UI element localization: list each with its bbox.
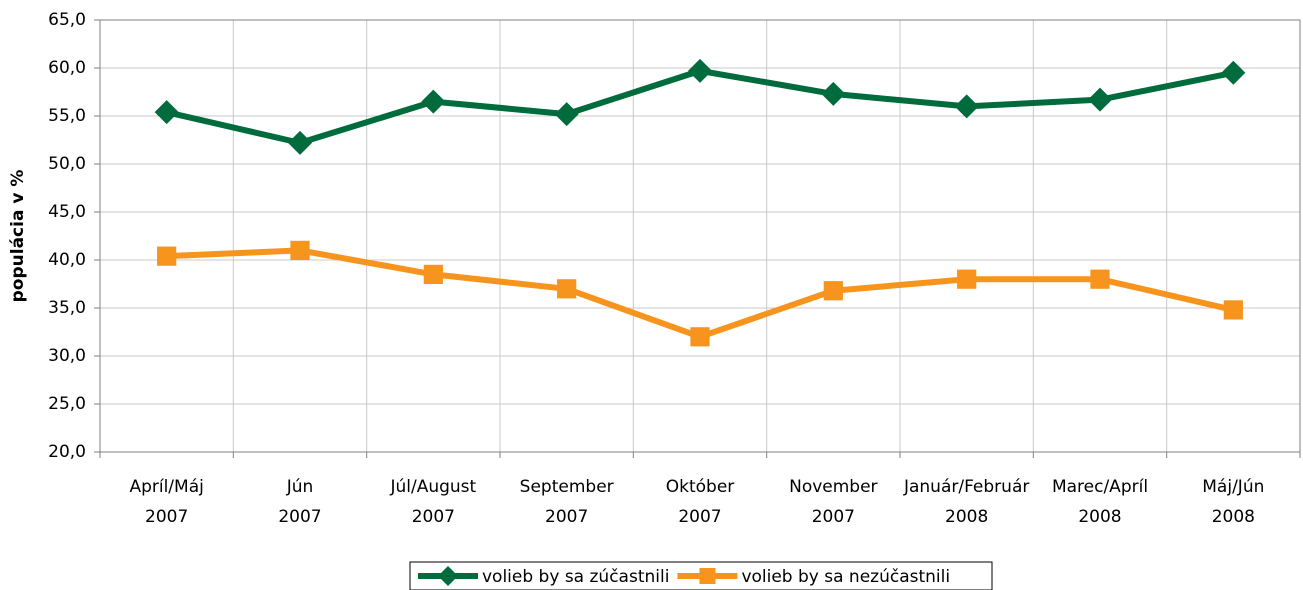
point (421, 89, 446, 114)
y-axis-label: populácia v % (8, 170, 28, 303)
x-tick-label: Marec/Apríl 2008 (1052, 477, 1148, 527)
point (1223, 300, 1243, 320)
point (423, 264, 443, 284)
x-tick-label: Júl/August 2007 (389, 477, 476, 527)
y-tick-label: 60,0 (48, 58, 86, 78)
point (1090, 269, 1110, 289)
y-tick-label: 50,0 (48, 154, 86, 174)
point (954, 94, 979, 119)
legend-marker (438, 566, 458, 586)
point (157, 246, 177, 266)
point (690, 327, 710, 347)
y-tick-label: 35,0 (48, 298, 86, 318)
y-tick-label: 30,0 (48, 346, 86, 366)
point (1221, 60, 1246, 85)
y-tick-label: 45,0 (48, 202, 86, 222)
x-tick-label: November 2007 (789, 477, 877, 527)
y-tick-label: 55,0 (48, 106, 86, 126)
legend-marker (699, 568, 716, 584)
plot-border (99, 19, 1301, 453)
point (957, 269, 977, 289)
point (154, 100, 179, 125)
y-tick-label: 20,0 (48, 442, 86, 462)
x-tick-label: Jún 2007 (278, 477, 321, 527)
x-tick-label: Apríl/Máj 2007 (129, 477, 203, 527)
point (1088, 87, 1112, 112)
point (554, 102, 579, 127)
x-tick-label: September 2007 (520, 477, 614, 527)
point (821, 81, 846, 106)
y-tick-label: 65,0 (48, 10, 86, 30)
point (823, 281, 843, 301)
point (557, 279, 577, 299)
legend-label: volieb by sa zúčastnili (482, 567, 669, 587)
point (290, 240, 310, 260)
point (688, 58, 712, 83)
point (288, 130, 312, 155)
series-line (166, 247, 1235, 340)
legend-label: volieb by sa nezúčastnili (741, 567, 950, 587)
x-tick-label: Máj/Jún 2008 (1202, 477, 1264, 527)
y-tick-label: 40,0 (48, 250, 86, 270)
x-tick-label: Január/Február 2008 (903, 477, 1029, 527)
x-tick-label: Október 2007 (666, 477, 735, 527)
y-tick-label: 25,0 (48, 394, 86, 414)
